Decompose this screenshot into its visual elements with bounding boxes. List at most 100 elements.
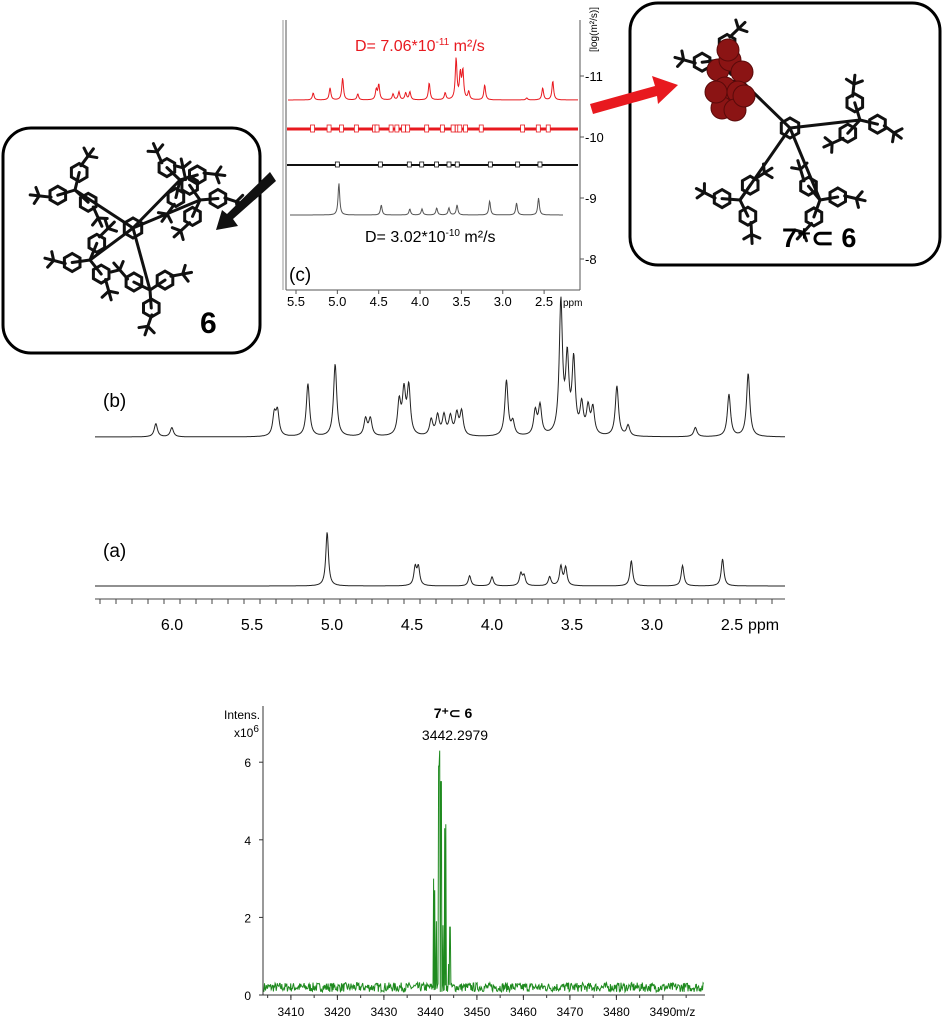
bond (893, 133, 894, 142)
host-structure-panel: 6 (3, 128, 260, 353)
complex-structure-panel: 7⁺⊂ 6 (630, 3, 940, 265)
ms-trace (264, 751, 704, 992)
ms-x-tick-label: 3480 (603, 1005, 630, 1019)
dosy-x-tick-label: 3.0 (494, 294, 512, 309)
guest-cross-peak (464, 125, 468, 132)
dosy-y-tick-label: -10 (585, 130, 604, 145)
dosy-y-tick-label: -11 (585, 69, 603, 84)
guest-cross-peak (546, 125, 550, 132)
bond (204, 173, 216, 174)
guest-cross-peak (479, 125, 483, 132)
host-cross-peak (447, 162, 451, 167)
nmr-x-tick-label: 5.5 (241, 617, 263, 634)
guest-cross-peak (440, 125, 444, 132)
guest-cross-peak (327, 125, 331, 132)
host-label: 6 (200, 307, 217, 340)
dosy-x-tick-label: 2.5 (535, 294, 553, 309)
guest-cross-peak (354, 125, 358, 132)
host-cross-peak (455, 162, 459, 167)
ms-x-tick-label: 3420 (324, 1005, 351, 1019)
ms-title: 7⁺⊂ 6 (434, 705, 473, 721)
host-cross-peak (378, 162, 382, 167)
host-cross-peak (407, 162, 411, 167)
ms-x-axis-label: m/z (676, 1005, 695, 1019)
guest-cross-peak (375, 125, 379, 132)
atom-sphere (731, 61, 753, 83)
nmr-x-tick-label: 4.5 (401, 617, 423, 634)
ms-x-tick-label: 3460 (510, 1005, 537, 1019)
bond (139, 326, 148, 327)
atom-sphere (733, 85, 755, 107)
ms-y-tick-label: 2 (244, 911, 251, 925)
bond (751, 222, 752, 234)
bond (88, 156, 97, 157)
dosy-x-tick-label: 4.5 (370, 294, 388, 309)
guest-cross-peak (402, 125, 406, 132)
host-cross-peak (538, 162, 542, 167)
bond (722, 199, 740, 200)
bond (682, 51, 684, 60)
dosy-y-tick-label: -8 (585, 252, 597, 267)
host-1d-spectrum (290, 183, 563, 215)
ms-x-tick-label: 3450 (464, 1005, 491, 1019)
nmr-x-tick-label: 4.0 (481, 617, 503, 634)
spectrum-a-label: (a) (103, 541, 126, 562)
mass-spectrum: Intens. x106 7⁺⊂ 6 3442.2979 m/z 3410 342… (224, 705, 705, 1019)
guest-cross-peak (425, 125, 429, 132)
guest-cross-peak (451, 125, 455, 132)
dosy-x-tick-label: 3.5 (452, 294, 470, 309)
dosy-panel-label: (c) (289, 265, 311, 286)
guest-cross-peak (458, 125, 462, 132)
bond (200, 199, 218, 200)
host-diffusion-annotation: D= 3.02*10-10 m²/s (365, 228, 496, 246)
host-cross-peak (335, 162, 339, 167)
dosy-x-axis-label: ppm (563, 298, 582, 309)
atom-sphere (705, 81, 727, 103)
host-cross-peak (488, 162, 492, 167)
nmr-x-tick-label: 6.0 (161, 617, 183, 634)
bond (853, 84, 854, 96)
ms-peak-label: 3442.2979 (422, 727, 488, 743)
ms-y-axis-label: Intens. (224, 708, 260, 722)
guest-cross-peak (339, 125, 343, 132)
guest-1d-spectrum (288, 58, 578, 101)
ms-x-tick-label: 3490 (650, 1005, 677, 1019)
bond (52, 252, 54, 261)
complex-label: 7⁺⊂ 6 (782, 223, 856, 253)
guest-cross-peak (389, 125, 393, 132)
bond (150, 290, 151, 308)
ms-y-tick-label: 6 (244, 756, 251, 770)
bond (39, 196, 51, 197)
dosy-panel: [log(m²/s)] (c) ppm D= 7.06*10-11 m²/s D… (283, 7, 604, 309)
dosy-y-tick-label: -9 (585, 191, 597, 206)
guest-cross-peak (521, 125, 525, 132)
guest-cross-peak (311, 125, 315, 132)
ms-x-tick-label: 3470 (557, 1005, 584, 1019)
nmr-x-tick-label: 3.5 (561, 617, 583, 634)
host-cross-peak (516, 162, 520, 167)
dosy-x-tick-label: 5.5 (287, 294, 305, 309)
ms-y-axis-unit: x106 (234, 724, 259, 740)
dosy-y-axis-label: [log(m²/s)] (589, 7, 600, 52)
dosy-x-tick-label: 5.0 (328, 294, 346, 309)
dosy-x-tick-label: 4.0 (411, 294, 429, 309)
ms-x-tick-label: 3430 (371, 1005, 398, 1019)
nmr-x-axis-label: ppm (748, 617, 779, 634)
ms-x-tick-label: 3410 (278, 1005, 305, 1019)
nmr-x-tick-label: 5.0 (321, 617, 343, 634)
guest-cross-peak (406, 125, 410, 132)
host-cross-peak (435, 162, 439, 167)
atom-sphere (717, 39, 739, 61)
guest-cross-peak (395, 125, 399, 132)
bond (856, 199, 858, 208)
spectrum-b-label: (b) (103, 391, 126, 412)
nmr-x-tick-label: 3.0 (641, 617, 663, 634)
spectrum-a-trace (95, 532, 785, 586)
ms-y-tick-label: 4 (244, 834, 251, 848)
nmr-x-tick-label: 2.5 (721, 617, 743, 634)
host-cross-peak (420, 162, 424, 167)
guest-cross-peak (536, 125, 540, 132)
guest-diffusion-annotation: D= 7.06*10-11 m²/s (355, 37, 485, 55)
ms-x-tick-label: 3440 (417, 1005, 444, 1019)
